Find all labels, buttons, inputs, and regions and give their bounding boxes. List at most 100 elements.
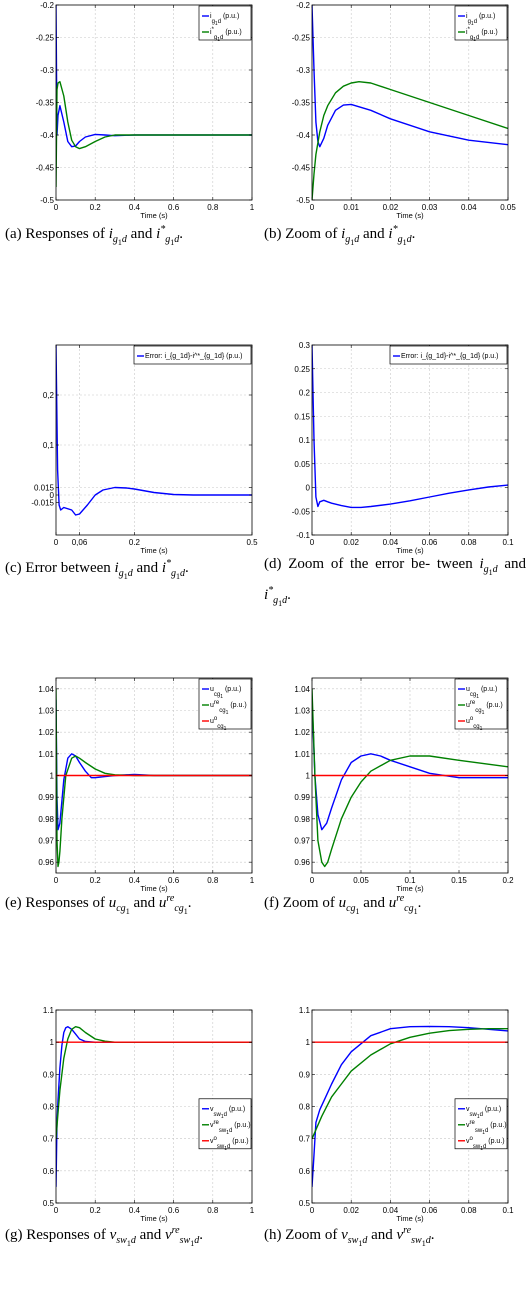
- y-tick-label: -0.35: [36, 99, 55, 108]
- caption-conj: and: [133, 895, 156, 911]
- x-tick-label: 0.15: [451, 876, 467, 885]
- caption-var-2: i*g1d: [264, 585, 288, 608]
- x-tick-label: 0.02: [343, 1206, 359, 1215]
- y-tick-label: 0.7: [299, 1135, 311, 1144]
- y-tick-label: 0.8: [299, 1103, 311, 1112]
- y-tick-label: -0.25: [36, 34, 55, 43]
- legend: ig1d (p.u.)i*g1d (p.u.): [198, 5, 252, 43]
- x-tick-label: 0: [310, 203, 315, 212]
- legend-box: [133, 345, 252, 365]
- series-line-blue: [312, 1025, 508, 1187]
- y-tick-label: -0.3: [296, 66, 310, 75]
- caption-conj: and: [504, 556, 527, 572]
- caption-e: (e) Responses of ucg1 and urecg1.: [5, 890, 267, 921]
- series-line-blue: [312, 5, 508, 148]
- series-line-blue: [56, 345, 252, 516]
- y-tick-label: 1.01: [294, 750, 310, 759]
- y-tick-label: 0.98: [294, 815, 310, 824]
- y-tick-label: 1.01: [38, 750, 54, 759]
- y-tick-label: 1.03: [294, 707, 310, 716]
- x-tick-label: 0.08: [461, 538, 477, 547]
- caption-label: (f): [264, 895, 279, 911]
- series-line-green: [312, 688, 508, 868]
- y-tick-label: -0.35: [292, 99, 311, 108]
- caption-text: Error between: [25, 560, 111, 576]
- y-tick-label: 0.5: [43, 1199, 55, 1208]
- legend-entry: i*g1d (p.u.): [210, 27, 242, 43]
- legend-entry: ig1d (p.u.): [210, 13, 239, 27]
- legend-entry: vsw1d (p.u.): [210, 1106, 245, 1120]
- caption-conj: and: [371, 1227, 393, 1243]
- x-tick-label: 0.06: [422, 538, 438, 547]
- x-tick-label: 0.6: [168, 876, 180, 885]
- legend: ucg1 (p.u.)urecg1 (p.u.)uocg1: [198, 678, 252, 732]
- x-axis-label: Time (s): [140, 546, 168, 555]
- series-line-green: [312, 80, 508, 200]
- x-tick-label: 0.5: [246, 538, 258, 547]
- y-tick-label: -0.4: [40, 131, 54, 140]
- x-tick-label: 0: [54, 203, 59, 212]
- y-tick-label: 0.96: [38, 858, 54, 867]
- chart-g: 0 0.2 0.4 0.6 0.8 1 0.5 0.6 0.7 0.8 0.9 1 1.1 Time (s…: [43, 1006, 255, 1223]
- caption-var-1: ig1d: [108, 226, 127, 247]
- x-tick-label: 0.02: [343, 538, 359, 547]
- y-tick-label: -0.4: [296, 131, 310, 140]
- caption-label: (d): [264, 556, 282, 572]
- caption-var-1: ucg1: [338, 895, 360, 916]
- legend-entry: uocg1: [210, 716, 227, 732]
- x-tick-label: 0: [310, 538, 315, 547]
- legend-box: [389, 345, 508, 365]
- y-tick-label: 0.8: [43, 1103, 55, 1112]
- x-tick-label: 0.04: [383, 1206, 399, 1215]
- x-tick-label: 0.4: [129, 876, 141, 885]
- legend-entry: ig1d (p.u.): [466, 13, 495, 27]
- y-tick-label: 0.9: [43, 1070, 55, 1079]
- x-tick-label: 0: [310, 1206, 315, 1215]
- caption-conj: and: [139, 1227, 162, 1243]
- legend-entry: i*g1d (p.u.): [466, 27, 498, 43]
- x-tick-label: 0.1: [502, 1206, 514, 1215]
- x-tick-label: 0: [310, 876, 315, 885]
- legend-entry: Error: i_{g_1d}-i^*_{g_1d} (p.u.): [145, 353, 242, 360]
- caption-end: .: [430, 1227, 435, 1243]
- caption-text: Zoom of: [282, 895, 335, 911]
- series-line-green: [312, 1027, 508, 1139]
- legend: ig1d (p.u.)i*g1d (p.u.): [454, 5, 508, 43]
- legend-box: [454, 5, 508, 41]
- x-tick-label: 0.03: [422, 203, 438, 212]
- x-axis-label: Time (s): [140, 1214, 168, 1223]
- y-tick-label: 1: [306, 1038, 311, 1047]
- x-axis-label: Time (s): [396, 1214, 424, 1223]
- series-line-blue: [312, 699, 508, 831]
- y-tick-label: -0.45: [292, 164, 311, 173]
- x-tick-label: 0: [54, 1206, 59, 1215]
- x-tick-label: 0.2: [502, 876, 514, 885]
- chart-f: 0 0.05 0.1 0.15 0.2 0.96 0.97 0.98 0.99 1 1.01 1.02…: [294, 677, 514, 893]
- y-tick-label: 0.9: [299, 1070, 311, 1079]
- legend: Error: i_{g_1d}-i^*_{g_1d} (p.u.): [389, 345, 508, 365]
- caption-var-2: vresw1d: [396, 1225, 431, 1248]
- caption-var-1: ucg1: [108, 895, 130, 916]
- y-tick-label: 0.1: [299, 436, 311, 445]
- caption-text: Responses of: [25, 226, 105, 242]
- x-tick-label: 0.6: [168, 1206, 180, 1215]
- plot-frame: [55, 344, 253, 536]
- caption-h: (h) Zoom of vsw1d and vresw1d.: [264, 1222, 526, 1253]
- y-tick-label: 1: [50, 1038, 55, 1047]
- y-tick-label: 0.3: [299, 341, 311, 350]
- caption-label: (b): [264, 226, 282, 242]
- series-line-blue: [312, 345, 508, 509]
- legend-entry: ucg1 (p.u.): [466, 686, 497, 700]
- y-tick-label: 0.7: [43, 1135, 55, 1144]
- y-tick-label: 0.015: [34, 484, 55, 493]
- y-tick-label: 1.1: [299, 1006, 311, 1015]
- y-tick-label: 1.04: [294, 685, 310, 694]
- caption-d: (d) Zoom of the error be- tween ig1d and…: [264, 555, 526, 613]
- legend-entry: ucg1 (p.u.): [210, 686, 241, 700]
- legend: ucg1 (p.u.)urecg1 (p.u.)uocg1: [454, 678, 508, 732]
- caption-end: .: [287, 587, 291, 603]
- x-axis-label: Time (s): [396, 884, 424, 893]
- caption-var-1: ig1d: [479, 556, 498, 577]
